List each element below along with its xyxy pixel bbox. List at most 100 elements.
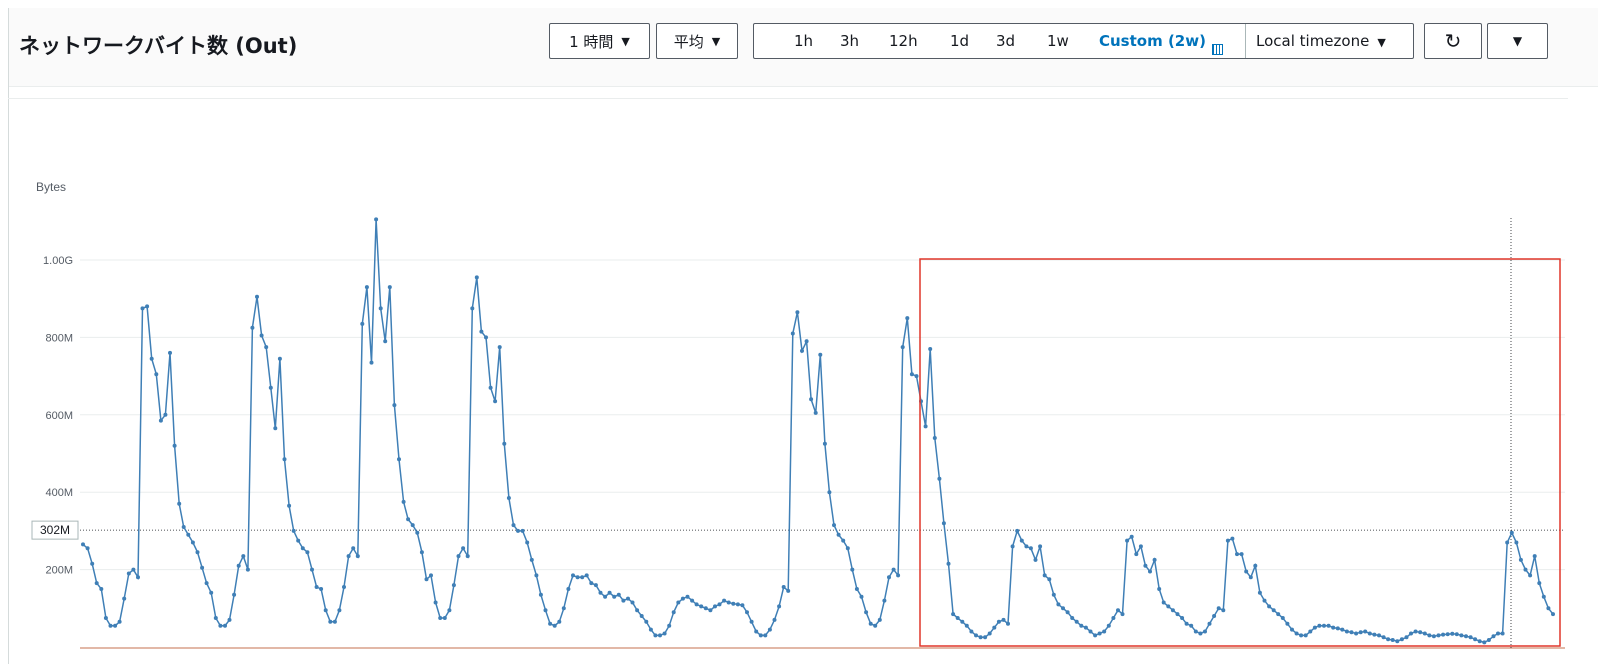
data-point <box>639 614 644 618</box>
data-point <box>726 600 731 605</box>
actions-menu-button[interactable]: ▼ <box>1487 23 1548 59</box>
data-point <box>1308 629 1313 634</box>
data-point <box>1221 608 1226 613</box>
caret-down-icon: ▼ <box>711 34 721 48</box>
data-point <box>424 577 429 582</box>
data-point <box>992 625 997 630</box>
refresh-button[interactable]: ↻ <box>1424 23 1482 59</box>
period-label: 1 時間 <box>569 32 614 51</box>
data-point <box>319 587 324 591</box>
range-3h[interactable]: 3h <box>840 32 860 50</box>
custom-label: Custom (2w) <box>1099 32 1206 50</box>
data-point <box>323 608 328 613</box>
data-point <box>1271 608 1276 613</box>
data-point <box>163 412 168 417</box>
data-point <box>1216 606 1221 611</box>
data-point <box>85 546 90 551</box>
data-point <box>818 352 823 357</box>
data-point <box>612 594 617 599</box>
data-point <box>1386 637 1391 642</box>
data-point <box>103 616 108 620</box>
data-point <box>1491 634 1496 639</box>
data-point <box>1482 640 1487 645</box>
range-1w[interactable]: 1w <box>1047 32 1069 50</box>
data-point <box>873 623 878 628</box>
data-point <box>571 573 575 578</box>
range-1d[interactable]: 1d <box>950 32 970 50</box>
data-point <box>758 633 763 638</box>
data-point <box>1006 621 1010 626</box>
data-point <box>1523 567 1528 572</box>
data-point <box>470 306 475 311</box>
data-point <box>644 619 649 624</box>
data-point <box>1418 630 1423 635</box>
data-point <box>598 590 603 595</box>
data-point <box>1390 638 1395 642</box>
data-point <box>1239 552 1244 557</box>
period-select[interactable]: 1 時間 ▼ <box>549 23 650 59</box>
data-point <box>1138 544 1143 549</box>
data-point <box>561 606 566 611</box>
data-point <box>1363 629 1368 634</box>
data-point <box>667 623 672 628</box>
data-point <box>190 540 195 545</box>
data-point <box>1079 623 1084 628</box>
data-point <box>937 476 942 481</box>
data-point <box>502 441 507 446</box>
range-3d[interactable]: 3d <box>996 32 1016 50</box>
range-custom[interactable]: Custom (2w) <box>1099 32 1223 55</box>
data-point <box>754 629 759 634</box>
data-point <box>543 608 548 613</box>
data-point <box>877 617 882 622</box>
data-point <box>1024 544 1029 549</box>
crosshair: 302M <box>31 218 1565 648</box>
data-point <box>932 436 937 440</box>
grid-lines <box>80 259 1565 571</box>
data-point <box>767 627 772 632</box>
data-point <box>1468 635 1473 640</box>
data-point <box>923 424 928 429</box>
data-point <box>580 575 585 580</box>
data-point <box>456 554 461 559</box>
data-point <box>90 561 95 566</box>
data-point <box>1244 569 1249 574</box>
range-12h[interactable]: 12h <box>889 32 918 50</box>
widget-title: ネットワークバイト数 (Out) <box>19 34 298 58</box>
data-point <box>1312 625 1317 630</box>
data-point <box>506 496 511 500</box>
data-point <box>960 619 965 624</box>
crosshair-value-box <box>31 520 79 540</box>
time-range-selector: 1h 3h 12h 1d 3d 1w Custom (2w) Local tim… <box>753 23 1414 59</box>
data-point <box>1541 594 1546 599</box>
refresh-icon: ↻ <box>1444 29 1462 53</box>
data-point <box>996 619 1001 624</box>
data-point <box>722 598 727 603</box>
data-point <box>1134 552 1139 557</box>
caret-down-icon: ▼ <box>621 34 630 48</box>
data-point <box>735 602 740 607</box>
data-point <box>484 335 488 340</box>
data-point <box>1381 635 1386 640</box>
data-point <box>685 594 690 599</box>
data-point <box>534 573 539 578</box>
data-point <box>268 385 273 390</box>
data-point <box>1193 629 1198 634</box>
data-point <box>1198 631 1203 636</box>
data-point <box>1189 623 1194 628</box>
data-point <box>1257 590 1262 595</box>
data-point <box>1551 612 1555 617</box>
statistic-select[interactable]: 平均 ▼ <box>656 23 738 59</box>
data-point <box>1157 587 1162 591</box>
data-point <box>1473 637 1478 642</box>
range-1h[interactable]: 1h <box>794 32 814 50</box>
data-point <box>1354 631 1359 636</box>
timezone-select[interactable]: Local timezone ▼ <box>1256 32 1386 50</box>
data-point <box>1070 616 1075 620</box>
data-point <box>1042 573 1047 578</box>
data-point <box>1111 616 1116 620</box>
y-tick-label: 200M <box>45 565 73 577</box>
data-point <box>250 325 255 330</box>
caret-down-icon: ▼ <box>1377 36 1386 49</box>
data-point <box>277 356 282 361</box>
